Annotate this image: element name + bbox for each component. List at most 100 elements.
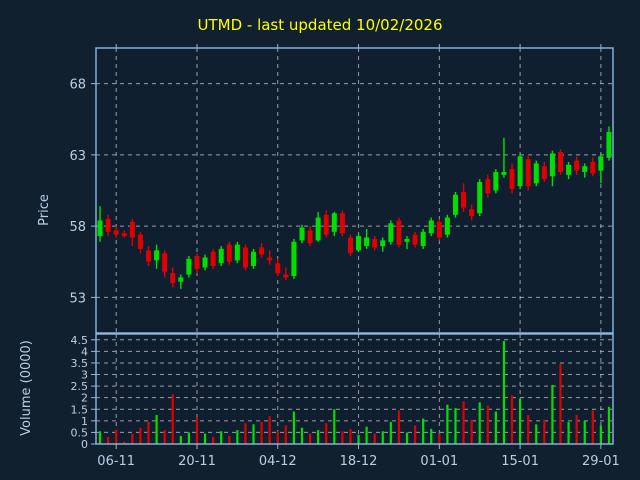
candle-body: [517, 156, 523, 187]
candlestick: [598, 153, 604, 184]
candlestick: [517, 153, 523, 190]
candle-body: [242, 247, 248, 268]
candle-body: [444, 217, 450, 235]
volume-tick-label: 0.5: [71, 426, 89, 439]
candle-body: [137, 234, 143, 249]
candlestick: [178, 274, 184, 289]
candle-body: [275, 263, 281, 274]
candlestick: [541, 162, 547, 182]
candlestick: [162, 250, 168, 278]
candlestick: [154, 244, 160, 269]
candlestick: [493, 169, 499, 194]
candlestick: [461, 183, 467, 212]
candle-body: [339, 213, 345, 234]
candle-body: [162, 253, 168, 272]
chart-title: UTMD - last updated 10/02/2026: [197, 16, 442, 34]
candlestick: [428, 217, 434, 237]
x-tick-label: 04-12: [259, 454, 297, 469]
candle-body: [485, 179, 491, 194]
candle-body: [557, 152, 563, 172]
candlestick: [291, 238, 297, 279]
candlestick: [347, 234, 353, 257]
candlestick: [364, 228, 370, 249]
candlestick: [380, 237, 386, 252]
candlestick: [485, 174, 491, 198]
price-panel-background: [96, 48, 613, 333]
candle-body: [501, 171, 507, 175]
candle-body: [323, 214, 329, 235]
candlestick: [267, 250, 273, 265]
candle-body: [372, 238, 378, 248]
candle-body: [226, 244, 232, 262]
candle-body: [315, 217, 321, 241]
candlestick: [549, 150, 555, 187]
candlestick: [469, 204, 475, 221]
x-tick-label: 20-11: [178, 454, 216, 469]
candlestick: [137, 231, 143, 254]
candle-body: [566, 164, 572, 175]
candlestick: [210, 248, 216, 269]
volume-tick-label: 2: [81, 392, 88, 405]
candle-body: [533, 163, 539, 184]
candlestick: [412, 231, 418, 248]
candlestick: [557, 149, 563, 175]
volume-axis-title: Volume (0000): [19, 340, 34, 436]
candlestick: [372, 236, 378, 251]
candle-body: [283, 274, 289, 278]
candlestick: [146, 246, 152, 267]
candlestick: [452, 191, 458, 218]
candlestick: [170, 267, 176, 288]
candlestick: [574, 156, 580, 175]
price-axis-title: Price: [37, 194, 52, 226]
x-tick-label: 29-01: [582, 454, 620, 469]
candle-body: [364, 237, 370, 247]
volume-tick-label: 4.5: [71, 334, 89, 347]
candlestick: [202, 254, 208, 271]
candle-body: [121, 233, 127, 237]
volume-tick-label: 3.5: [71, 357, 89, 370]
x-tick-label: 01-01: [420, 454, 458, 469]
price-panel-border: [95, 47, 614, 334]
candle-body: [509, 169, 515, 190]
candlestick: [331, 211, 337, 237]
candlestick: [226, 241, 232, 265]
candle-body: [291, 241, 297, 276]
candle-body: [461, 191, 467, 208]
candle-body: [105, 219, 111, 232]
candlestick: [396, 217, 402, 248]
price-tick-label: 63: [69, 149, 86, 164]
candle-body: [525, 159, 531, 187]
candle-body: [493, 171, 499, 191]
candle-body: [477, 181, 483, 214]
candle-body: [170, 273, 176, 284]
volume-tick-label: 1.5: [71, 403, 89, 416]
candlestick: [315, 211, 321, 242]
candle-body: [598, 156, 604, 171]
candlestick: [275, 258, 281, 276]
candlestick: [323, 210, 329, 238]
volume-panel-border: [95, 333, 614, 445]
candlestick: [105, 214, 111, 237]
candle-body: [549, 153, 555, 177]
candle-body: [267, 257, 273, 261]
candle-body: [396, 220, 402, 245]
candle-body: [404, 238, 410, 242]
candle-body: [469, 209, 475, 217]
volume-tick-label: 3: [81, 369, 88, 382]
candle-body: [452, 194, 458, 215]
candle-body: [234, 244, 240, 261]
candlestick: [121, 230, 127, 238]
candlestick: [194, 253, 200, 274]
candlestick: [129, 219, 135, 247]
candlestick: [113, 226, 119, 238]
candlestick: [477, 179, 483, 217]
candle-body: [606, 132, 612, 158]
candlestick: [404, 236, 410, 249]
candlestick: [251, 248, 257, 269]
candle-body: [388, 223, 394, 242]
volume-tick-label: 4: [81, 345, 88, 358]
candle-body: [97, 220, 103, 237]
candle-body: [113, 230, 119, 235]
